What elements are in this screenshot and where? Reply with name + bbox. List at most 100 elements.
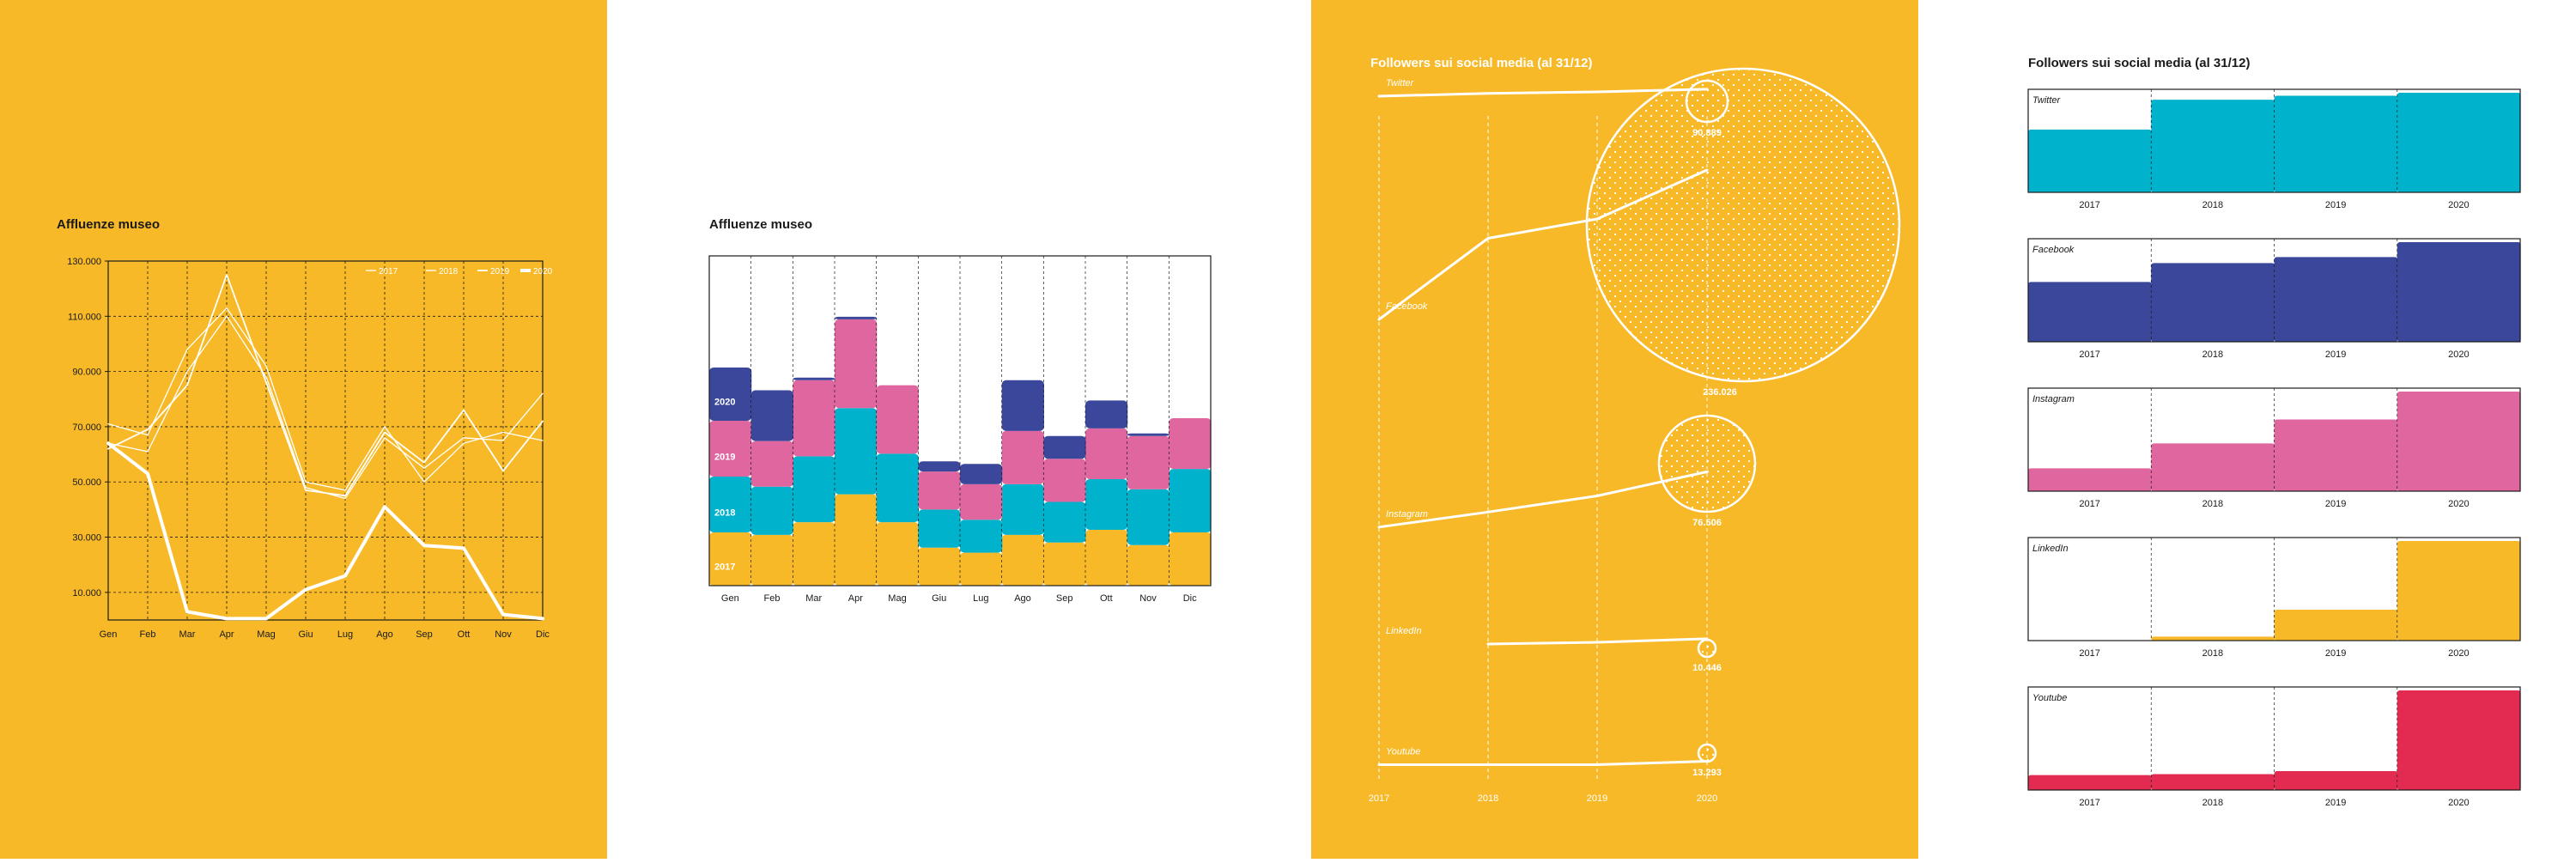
bar-segment-2020-ott [1085, 400, 1128, 428]
bar-segment-2019-dic [1169, 418, 1212, 470]
series-line-youtube [1377, 760, 1709, 766]
step-bar-twitter-2019 [2274, 95, 2398, 192]
panel-frame [2027, 537, 2521, 641]
panel-1-background [0, 0, 607, 859]
step-bar-twitter-2018 [2151, 100, 2275, 192]
series-line-2017 [107, 307, 544, 491]
bar-segment-2019-nov [1127, 435, 1170, 489]
end-value-label-instagram: 76.506 [1692, 518, 1722, 528]
bar-segment-2019-gen [709, 421, 752, 477]
panel-frame [2027, 88, 2521, 193]
x-tick-label-2017: 2017 [2079, 200, 2099, 210]
bar-segment-2017-apr [835, 494, 878, 586]
bar-segment-2017-lug [960, 552, 1003, 586]
legend-label-2018: 2018 [439, 267, 459, 277]
chart-2-title: Affluenze museo [709, 217, 812, 232]
x-tick-label-nov: Nov [1139, 593, 1157, 604]
x-tick-label-sep: Sep [416, 629, 433, 640]
x-tick-label-2020: 2020 [2448, 648, 2469, 659]
chart-4-title: Followers sui social media (al 31/12) [2028, 56, 2250, 70]
x-tick-label-giu: Giu [298, 629, 313, 640]
x-tick-label-2018: 2018 [1478, 793, 1498, 804]
bar-segment-2018-sep [1043, 501, 1086, 543]
bar-segment-2018-feb [750, 486, 793, 535]
x-tick-label-gen: Gen [100, 629, 118, 640]
plot-frame [708, 255, 1212, 586]
step-bar-twitter-2017 [2028, 129, 2152, 192]
x-tick-label-lug: Lug [973, 593, 988, 604]
series-line-instagram [1377, 470, 1709, 529]
legend-label-2019: 2019 [490, 267, 510, 277]
step-bar-youtube-2017 [2028, 775, 2152, 790]
bar-segment-2020-giu [918, 461, 961, 472]
x-tick-label-ago: Ago [1014, 593, 1031, 604]
bar-segment-2018-apr [835, 408, 878, 495]
y-tick-label: 110.000 [68, 312, 101, 322]
museum-visits-line-chart: Affluenze museo Gen Feb Mar Apr Mag Giu Lug Ago… [57, 217, 553, 640]
panel-frame [2027, 387, 2521, 492]
step-bar-linkedin-2019 [2274, 610, 2398, 641]
bar-segment-2019-giu [918, 471, 961, 510]
x-tick-label-2017: 2017 [1369, 793, 1389, 804]
series-label-youtube: Youtube [1386, 747, 1420, 757]
bar-segment-2018-giu [918, 509, 961, 548]
step-bar-facebook-2020 [2397, 242, 2521, 342]
end-value-label-youtube: 13.293 [1692, 768, 1722, 778]
bar-segment-2018-dic [1169, 469, 1212, 532]
x-tick-label-apr: Apr [219, 629, 234, 640]
bubble-facebook [1585, 67, 1901, 383]
series-line-twitter [1377, 88, 1709, 98]
bar-segment-2017-mar [793, 522, 835, 586]
x-tick-label-2018: 2018 [2202, 798, 2223, 808]
bar-segment-2019-feb [750, 441, 793, 487]
x-tick-label-ott: Ott [1100, 593, 1113, 604]
x-tick-label-mar: Mar [805, 593, 822, 604]
bar-segment-2018-gen [709, 476, 752, 532]
bar-segment-2018-ott [1085, 478, 1128, 531]
step-bar-facebook-2017 [2028, 282, 2152, 342]
bar-segment-2019-apr [835, 319, 878, 409]
series-label-2018: 2018 [714, 507, 735, 518]
x-tick-label-mag: Mag [257, 629, 275, 640]
series-line-2019 [107, 274, 544, 497]
social-followers-small-multiples: Followers sui social media (al 31/12) Tw… [2027, 56, 2521, 808]
step-bar-instagram-2017 [2028, 468, 2152, 491]
x-tick-label-sep: Sep [1056, 593, 1073, 604]
step-bar-youtube-2019 [2274, 770, 2398, 790]
bar-segment-2017-mag [876, 522, 919, 586]
x-tick-label-2017: 2017 [2079, 798, 2099, 808]
panel-label-facebook: Facebook [2032, 245, 2075, 255]
step-bar-instagram-2018 [2151, 443, 2275, 491]
y-tick-label: 10.000 [72, 588, 101, 599]
step-bar-facebook-2018 [2151, 263, 2275, 342]
series-line-2020 [106, 441, 544, 621]
x-tick-label-dic: Dic [536, 629, 550, 640]
bar-segment-2020-apr [835, 316, 878, 319]
x-tick-label-2020: 2020 [1697, 793, 1717, 804]
x-tick-label-feb: Feb [764, 593, 781, 604]
bar-segment-2020-ago [1001, 380, 1044, 431]
x-tick-label-2019: 2019 [2325, 499, 2346, 509]
bar-segment-2018-ago [1001, 483, 1044, 535]
series-label-2020: 2020 [714, 397, 735, 407]
series-label-instagram: Instagram [1386, 509, 1428, 520]
museum-visits-stacked-chart: Affluenze museo Gen Feb Mar Apr Mag Giu Lug Ago… [708, 217, 1212, 604]
small-multiple-instagram: Instagram 2017 2018 2019 2020 [2027, 387, 2521, 509]
social-followers-line-chart: Followers sui social media (al 31/12) 20… [1369, 56, 1901, 804]
bar-segment-2019-sep [1043, 459, 1086, 502]
series-label-facebook: Facebook [1386, 301, 1428, 312]
x-tick-label-mar: Mar [179, 629, 196, 640]
bar-segment-2018-lug [960, 520, 1003, 553]
x-tick-label-gen: Gen [721, 593, 739, 604]
x-tick-label-2018: 2018 [2202, 349, 2223, 360]
bar-segment-2019-mag [876, 385, 919, 454]
step-bar-facebook-2019 [2274, 257, 2398, 342]
panel-label-instagram: Instagram [2032, 394, 2075, 404]
legend-label-2017: 2017 [379, 267, 398, 277]
x-tick-label-lug: Lug [337, 629, 353, 640]
x-tick-label-2020: 2020 [2448, 349, 2469, 360]
bar-segment-2020-mar [793, 377, 835, 380]
step-bar-linkedin-2020 [2397, 541, 2521, 641]
x-tick-label-mag: Mag [888, 593, 906, 604]
